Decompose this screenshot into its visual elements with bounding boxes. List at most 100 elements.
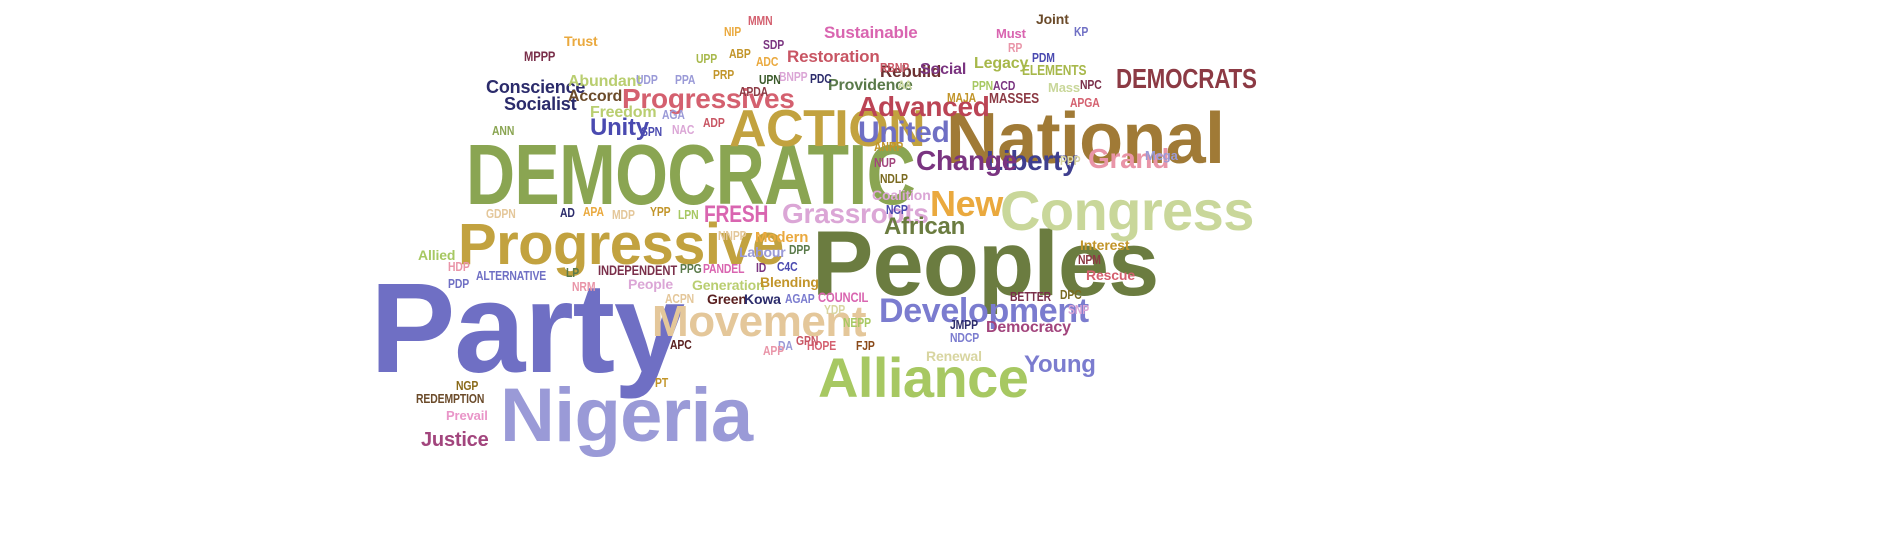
cloud-word: Alliance xyxy=(818,346,1029,409)
cloud-word: UPN xyxy=(759,72,781,87)
cloud-word: COUNCIL xyxy=(818,289,869,305)
cloud-word: C4C xyxy=(777,259,798,274)
cloud-word: Grassroots xyxy=(782,198,929,229)
cloud-word: ACD xyxy=(993,78,1016,93)
cloud-word: YPP xyxy=(650,204,671,219)
cloud-word: BNPP xyxy=(779,69,808,84)
cloud-word: SNP xyxy=(1068,302,1090,317)
cloud-word: Nigeria xyxy=(500,373,753,458)
cloud-word: DA xyxy=(778,338,793,353)
cloud-word: KP xyxy=(1074,24,1089,39)
cloud-word: Restoration xyxy=(787,47,880,66)
cloud-word: RBNP xyxy=(880,60,910,75)
cloud-word: APC xyxy=(670,337,692,352)
cloud-word: PT xyxy=(655,375,669,390)
cloud-word: DPP xyxy=(789,242,811,257)
cloud-word: AGAP xyxy=(785,291,815,306)
cloud-word: INDEPENDENT xyxy=(598,262,678,278)
cloud-word: Rescue xyxy=(1086,267,1135,283)
cloud-word: Legacy xyxy=(974,55,1029,72)
cloud-word: BETTER xyxy=(1010,289,1051,304)
cloud-word: AD xyxy=(560,205,575,220)
cloud-word: New xyxy=(930,183,1003,224)
cloud-word: ID xyxy=(756,260,767,275)
cloud-word: ALTERNATIVE xyxy=(476,268,547,283)
cloud-word: APP xyxy=(763,343,785,358)
cloud-word: PPG xyxy=(680,261,702,276)
cloud-word: PRP xyxy=(713,67,735,82)
cloud-word: Mega xyxy=(1145,148,1178,163)
cloud-word: ADP xyxy=(703,115,725,130)
cloud-word: Social xyxy=(920,61,967,78)
cloud-word: APDA xyxy=(739,84,769,99)
cloud-word: PDP xyxy=(448,276,470,291)
cloud-word: RP xyxy=(1008,40,1023,55)
cloud-word: MAJA xyxy=(947,90,977,105)
cloud-word: DPC xyxy=(1060,287,1082,302)
cloud-word: Peoples xyxy=(812,213,1159,315)
cloud-word: Movement xyxy=(652,297,867,346)
cloud-word: Green xyxy=(707,291,747,307)
cloud-word: Providence xyxy=(828,77,913,94)
cloud-word: JMPP xyxy=(950,317,978,332)
cloud-word: Progressive xyxy=(458,212,784,277)
cloud-word: Justice xyxy=(421,429,489,451)
cloud-word: Democracy xyxy=(986,319,1071,336)
cloud-word: Grand xyxy=(1088,143,1170,174)
cloud-word: Advanced xyxy=(858,91,990,122)
cloud-word: ANRP xyxy=(874,139,904,154)
cloud-word: NDCP xyxy=(950,330,980,345)
cloud-word: Sustainable xyxy=(824,23,918,42)
cloud-word: NPM xyxy=(1078,252,1101,267)
cloud-word: Coalition xyxy=(872,187,931,203)
cloud-word: LP xyxy=(566,265,580,280)
cloud-word: People xyxy=(628,276,674,292)
cloud-word: Allied xyxy=(418,247,456,263)
cloud-word: DEMOCRATIC xyxy=(466,128,916,223)
cloud-word: FRESH xyxy=(704,201,769,228)
cloud-word: Accord xyxy=(568,88,623,105)
cloud-word: Development xyxy=(879,292,1089,330)
cloud-word: NNPP xyxy=(718,228,747,243)
cloud-word: UPP xyxy=(696,51,718,66)
cloud-word: APA xyxy=(583,204,604,219)
cloud-word: Blending xyxy=(760,274,819,290)
cloud-word: Socialist xyxy=(504,94,577,114)
cloud-word: Young xyxy=(1024,351,1096,378)
cloud-word: Modern xyxy=(755,229,809,246)
cloud-word: United xyxy=(858,116,950,149)
cloud-word: PANDEL xyxy=(703,261,745,276)
cloud-word: Party xyxy=(370,257,685,400)
cloud-word: MMN xyxy=(748,13,773,28)
cloud-word: Renewal xyxy=(926,348,982,364)
cloud-word: AA xyxy=(898,78,912,92)
cloud-word: PPA xyxy=(675,72,696,87)
cloud-word: PPN xyxy=(972,78,994,93)
cloud-word: SPN xyxy=(641,124,663,139)
cloud-word: NRM xyxy=(572,279,596,294)
cloud-word: NGP xyxy=(456,378,479,393)
cloud-word: YDP xyxy=(824,302,846,317)
cloud-word: ANN xyxy=(492,123,515,138)
cloud-word: ELEMENTS xyxy=(1022,62,1087,79)
cloud-word: NCP xyxy=(886,202,908,217)
cloud-word: ADC xyxy=(756,54,779,69)
cloud-word: UDP xyxy=(636,72,658,87)
cloud-word: Mass xyxy=(1048,80,1080,95)
cloud-word: Generation xyxy=(692,277,765,293)
cloud-word: NIP xyxy=(724,24,742,39)
cloud-word: ACPN xyxy=(665,291,695,306)
cloud-word: Change xyxy=(916,145,1017,176)
cloud-word: Must xyxy=(996,26,1026,41)
cloud-word: MPPP xyxy=(524,48,556,64)
cloud-word: LPN xyxy=(678,207,699,222)
cloud-word: Interest xyxy=(1080,237,1130,253)
cloud-word: GPN xyxy=(796,333,819,348)
cloud-word: GDPN xyxy=(486,206,516,221)
cloud-word: NEPP xyxy=(843,315,871,330)
cloud-word: Prevail xyxy=(446,408,488,423)
cloud-word: APGA xyxy=(1070,95,1100,110)
cloud-word: Liberty xyxy=(986,145,1078,176)
cloud-word: PDC xyxy=(810,71,832,86)
